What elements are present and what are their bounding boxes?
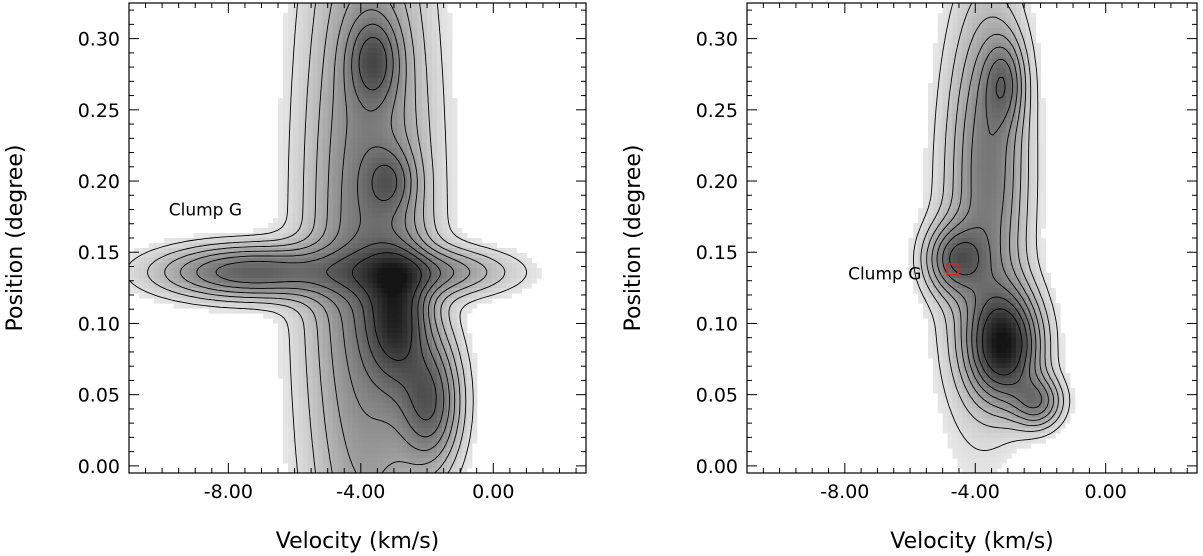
y-tick-label: 0.05 — [78, 385, 120, 407]
contour-level-4 — [931, 33, 1055, 421]
intensity-map — [129, 3, 542, 473]
clump-g-label: Clump G — [169, 201, 242, 221]
y-tick-label: 0.00 — [78, 456, 120, 478]
y-tick-label: 0.00 — [696, 456, 738, 478]
clump-g-marker — [946, 263, 959, 276]
y-axis-title: Position (degree) — [621, 145, 646, 332]
y-tick-label: 0.05 — [696, 385, 738, 407]
y-tick-label: 0.30 — [78, 29, 120, 51]
contour-level-1 — [129, 3, 528, 473]
x-tick-label: -4.00 — [951, 481, 1000, 503]
y-tick-label: 0.15 — [78, 242, 120, 264]
contour-level-6 — [215, 23, 445, 438]
x-tick-label: 0.00 — [1085, 481, 1127, 503]
contour-level-8 — [981, 308, 1023, 376]
y-tick-label: 0.15 — [696, 242, 738, 264]
x-axis-title: Velocity (km/s) — [890, 529, 1054, 554]
intensity-map — [908, 3, 1076, 473]
contour-level-6 — [942, 58, 1043, 409]
contour-level-1 — [913, 3, 1071, 451]
contour-level-2 — [147, 3, 506, 473]
left-panel: -8.00 -4.00 0.00 0.00 0.05 0.10 0.15 0.20 0.25 0.… — [3, 2, 587, 554]
x-tick-label: -8.00 — [820, 481, 869, 503]
x-tick-label: -4.00 — [336, 481, 385, 503]
contour-level-2 — [920, 3, 1064, 432]
x-tick-label: 0.00 — [472, 481, 514, 503]
contour-level-4 — [180, 3, 471, 473]
x-axis-title: Velocity (km/s) — [276, 529, 440, 554]
contour-level-7 — [326, 36, 437, 421]
contour-level-5 — [196, 9, 455, 452]
right-panel: -8.00 -4.00 0.00 0.00 0.05 0.10 0.15 0.20 0.25 0.… — [621, 2, 1198, 554]
contour-level-5 — [936, 46, 1049, 416]
x-tick-label: -8.00 — [204, 481, 253, 503]
y-tick-label: 0.20 — [696, 171, 738, 193]
y-tick-label: 0.25 — [78, 100, 120, 122]
clump-g-label: Clump G — [848, 265, 921, 285]
y-tick-label: 0.20 — [78, 171, 120, 193]
y-tick-label: 0.25 — [696, 100, 738, 122]
contour-level-7 — [949, 77, 1028, 386]
contour-level-3 — [926, 16, 1059, 427]
contour-level-8 — [351, 252, 422, 361]
contour-level-3 — [164, 3, 488, 473]
y-tick-label: 0.30 — [696, 29, 738, 51]
y-tick-label: 0.10 — [696, 313, 738, 335]
y-axis-title: Position (degree) — [3, 145, 28, 332]
y-tick-label: 0.10 — [78, 313, 120, 335]
